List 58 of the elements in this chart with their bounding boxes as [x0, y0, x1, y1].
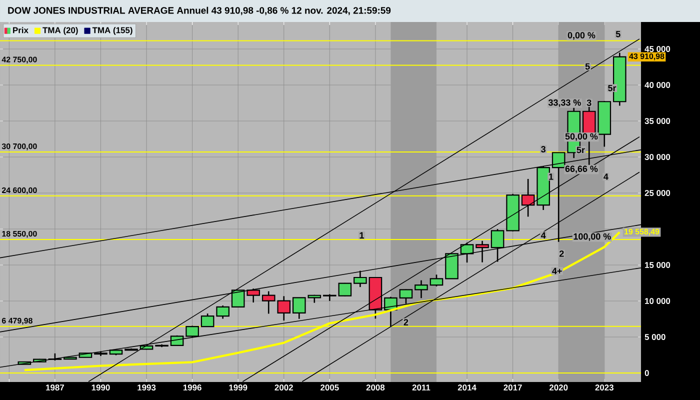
legend-label: TMA (20): [42, 26, 78, 35]
candlestick: [200, 312, 214, 328]
x-tick-label: 2002: [274, 384, 293, 391]
candlestick: [521, 178, 535, 218]
legend-label: TMA (155): [92, 26, 132, 35]
candlestick: [231, 290, 245, 308]
candlestick: [476, 240, 489, 263]
x-tick-label: 2005: [320, 384, 339, 391]
candlestick: [323, 294, 336, 302]
annotation: 50,00 %: [565, 133, 598, 141]
annotation: 4: [604, 174, 608, 180]
x-tick-label: 1993: [138, 384, 156, 391]
x-tick-label: 2017: [504, 384, 522, 391]
annotation: 1: [360, 232, 364, 238]
x-tick-label: 2020: [549, 384, 568, 391]
annotation: 5: [616, 30, 620, 38]
y-tick-label: 30 000: [644, 154, 670, 160]
candlestick: [216, 304, 230, 320]
legend-label: Prix: [13, 26, 28, 34]
annotation: 4: [540, 232, 546, 238]
y-tick-label: 15 000: [645, 262, 670, 268]
candlestick: [414, 280, 428, 299]
candlestick: [246, 288, 260, 304]
annotation: 3: [541, 146, 546, 152]
x-tick-label: 2023: [595, 384, 614, 391]
annotation: 5r: [608, 84, 616, 92]
y-tick-label: 0: [644, 370, 649, 376]
annotation: 1: [549, 174, 554, 180]
candlestick: [430, 274, 444, 287]
annotation: 100,00 %: [574, 233, 611, 241]
candlestick: [338, 282, 352, 297]
annotation: 0,00 %: [568, 32, 596, 40]
annotation: 66,66 %: [565, 166, 598, 174]
candlestick: [354, 270, 367, 288]
x-tick-label: 2011: [412, 384, 430, 391]
y-tick-label: 25 000: [644, 190, 670, 196]
candlestick: [460, 242, 474, 264]
x-tick-label: 2008: [366, 384, 385, 391]
x-tick-label: 1987: [46, 384, 64, 391]
y-tick-label: 45 000: [644, 46, 670, 52]
candlestick: [399, 288, 413, 304]
chart-title: DOW JONES INDUSTRIAL AVERAGE Annuel 43 910,98 -0,86 % 12 nov. 2024, 21:59:59: [8, 6, 391, 16]
x-tick-label: 1996: [183, 384, 202, 391]
x-tick-label: 1999: [229, 384, 248, 391]
annotation: 33,33 %: [548, 99, 581, 108]
candlestick: [490, 228, 504, 262]
y-tick-label: 35 000: [644, 118, 670, 124]
annotation: 2: [404, 319, 408, 326]
candlestick: [292, 297, 306, 320]
y-tick-label: 10 000: [645, 298, 670, 304]
annotation: 5: [585, 63, 590, 70]
y-tick-label: 40 000: [644, 82, 670, 88]
y-tick-label: 5 000: [644, 334, 666, 340]
x-tick-label: 2014: [458, 384, 476, 391]
x-tick-label: 1990: [92, 384, 110, 391]
annotation: 2: [559, 250, 564, 257]
annotation: 5r: [576, 146, 585, 154]
annotation: 3: [586, 100, 592, 106]
